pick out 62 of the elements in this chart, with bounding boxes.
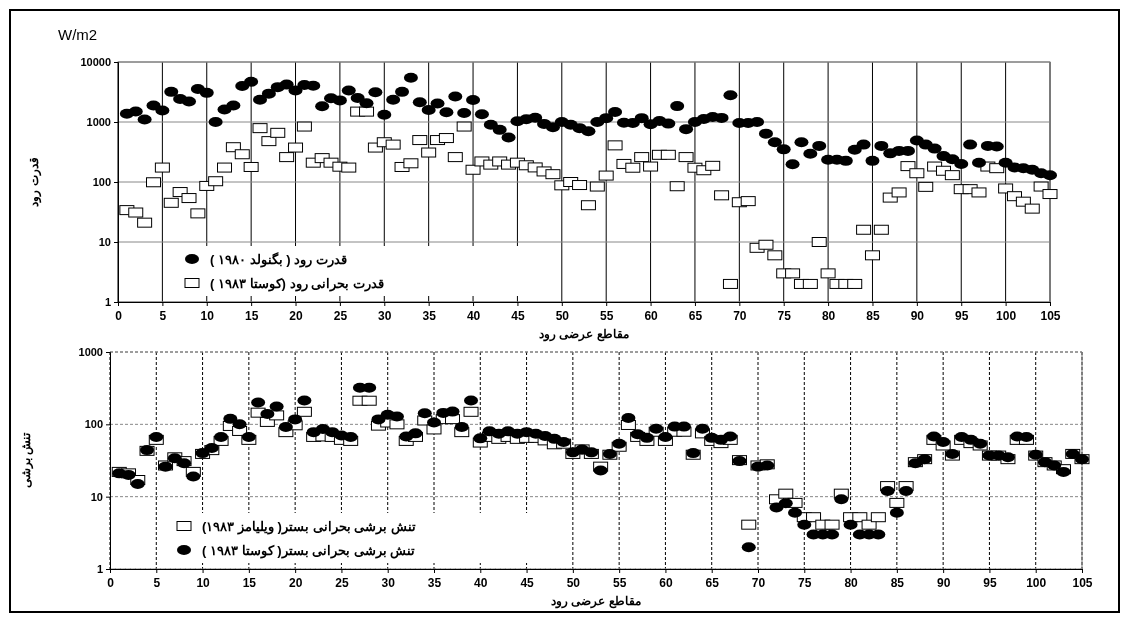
y-axis-title: تنش برشی	[19, 431, 34, 489]
x-tick-label: 50	[555, 308, 570, 323]
legend-label: تنش برشی بحرانی بستر( ویلیامز ۱۹۸۳)	[202, 519, 416, 535]
y-tick-label: 1	[104, 296, 111, 309]
x-tick-label: 35	[422, 308, 437, 323]
text: W/m2	[58, 26, 98, 43]
x-tick-label: 65	[688, 308, 703, 323]
x-tick-label: 105	[1072, 575, 1093, 590]
x-tick-label: 85	[866, 308, 880, 323]
x-tick-label: 25	[335, 575, 349, 590]
legend-label: قدرت بحرانی رود (کوستا ۱۹۸۳ )	[210, 276, 384, 292]
x-tick-label: 0	[115, 308, 123, 323]
x-tick-label: 25	[333, 308, 348, 323]
x-tick-label: 5	[153, 575, 161, 590]
x-tick-label: 65	[705, 575, 720, 590]
x-tick-label: 60	[659, 575, 673, 590]
x-tick-label: 90	[936, 575, 951, 590]
x-tick-label: 15	[242, 575, 257, 590]
x-tick-label: 30	[381, 575, 396, 590]
x-tick-label: 45	[511, 308, 525, 323]
x-tick-label: 75	[777, 308, 792, 323]
x-tick-label: 30	[378, 308, 392, 323]
legend-label: تنش برشی بحرانی بستر( کوستا ۱۹۸۳ )	[202, 543, 416, 559]
x-tick-label: 80	[821, 308, 836, 323]
x-tick-label: 20	[289, 308, 304, 323]
y-tick-label: 10	[98, 236, 111, 249]
y-tick-label: 100	[92, 176, 111, 189]
x-axis-title: مقاطع عرضی رود	[539, 327, 629, 342]
x-tick-label: 105	[1040, 308, 1061, 323]
x-tick-label: 75	[798, 575, 812, 590]
x-tick-label: 50	[566, 575, 581, 590]
x-tick-label: 80	[844, 575, 859, 590]
x-tick-label: 60	[644, 308, 659, 323]
x-tick-label: 100	[996, 308, 1017, 323]
x-tick-label: 15	[244, 308, 259, 323]
x-tick-label: 85	[890, 575, 905, 590]
y-tick-label: 10000	[80, 56, 111, 69]
x-tick-label: 70	[751, 575, 766, 590]
x-tick-label: 40	[474, 575, 488, 590]
x-tick-label: 70	[733, 308, 747, 323]
x-tick-label: 10	[200, 308, 215, 323]
y-tick-label: 10	[90, 490, 103, 503]
x-tick-label: 40	[466, 308, 481, 323]
x-tick-label: 10	[196, 575, 211, 590]
x-tick-label: 45	[520, 575, 535, 590]
legend-label: قدرت رود ( بگنولد ۱۹۸۰ )	[210, 251, 347, 268]
x-tick-label: 100	[1026, 575, 1047, 590]
x-tick-label: 55	[612, 575, 627, 590]
x-tick-label: 35	[427, 575, 442, 590]
x-tick-label: 55	[600, 308, 614, 323]
y-tick-label: 1000	[78, 346, 103, 359]
y-tick-label: 1000	[86, 116, 111, 129]
x-tick-label: 95	[983, 575, 997, 590]
y-tick-label: 1	[96, 563, 103, 576]
x-axis-title: مقاطع عرضی رود	[551, 594, 641, 609]
y-tick-label: 100	[84, 418, 103, 431]
y-axis-title: قدرت رود	[27, 157, 42, 207]
x-tick-label: 95	[955, 308, 969, 323]
x-tick-label: 90	[910, 308, 925, 323]
x-tick-label: 20	[288, 575, 303, 590]
x-tick-label: 5	[159, 308, 167, 323]
x-tick-label: 0	[107, 575, 115, 590]
